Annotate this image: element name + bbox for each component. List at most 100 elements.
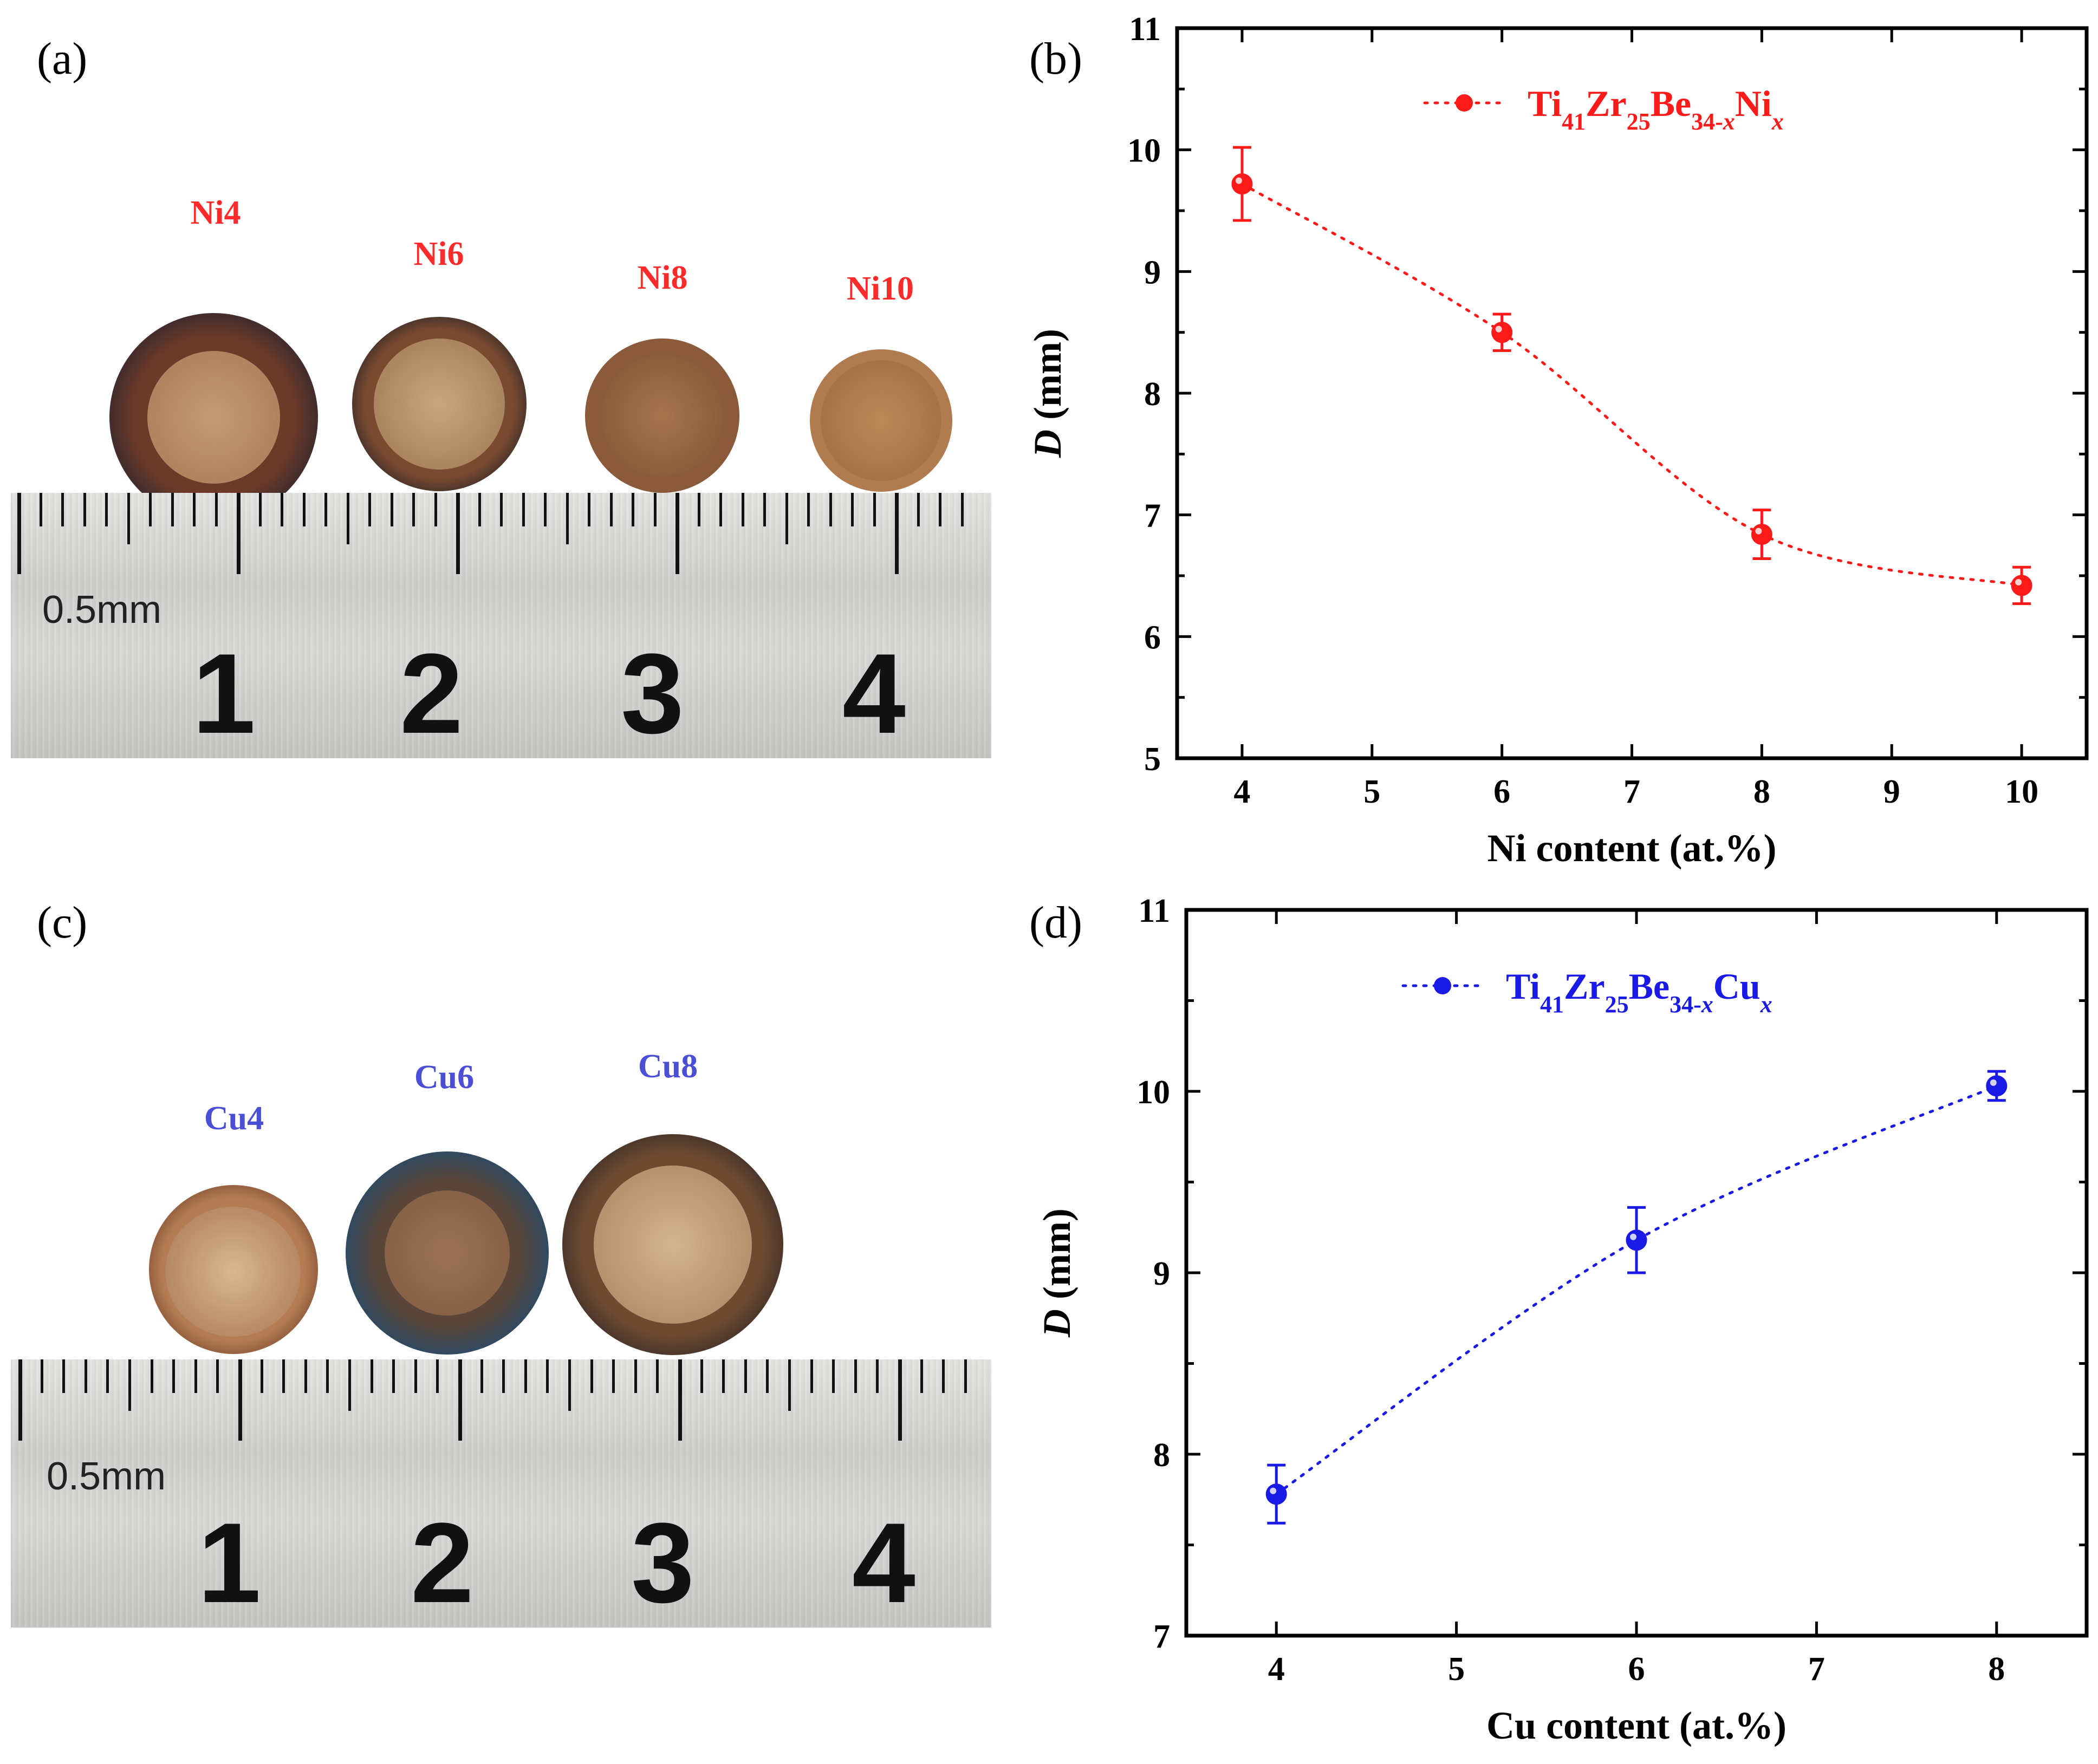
panel-label-c: (c) [37, 897, 88, 948]
sample-label-ni6: Ni6 [413, 236, 464, 272]
data-point-highlight [1630, 1233, 1636, 1240]
y-tick-label: 11 [1138, 893, 1170, 929]
y-tick-label: 10 [1136, 1074, 1170, 1111]
chart-b: 4 5 6 7 8 9 10 5 6 7 8 9 10 11 Ni content (at.%) D (mm)… [1026, 11, 2089, 870]
x-tick-label: 10 [2005, 773, 2038, 810]
y-tick-label: 9 [1153, 1255, 1170, 1292]
ruler-tick [832, 1359, 835, 1393]
sample-disc-cu4 [149, 1185, 318, 1354]
ruler-tick [568, 1359, 571, 1411]
ruler-tick [346, 493, 349, 544]
ruler-tick [788, 1359, 791, 1411]
ruler-tick [281, 493, 283, 526]
ruler-tick [964, 1359, 967, 1393]
ruler-tick [456, 493, 460, 574]
ruler-tick [436, 1359, 439, 1393]
ruler-tick [609, 493, 613, 526]
data-point [1986, 1075, 2008, 1097]
photo-ni-samples: Ni4 Ni6 Ni8 Ni10 0.5mm 1 2 3 4 [11, 179, 991, 758]
series-line [1240, 183, 2023, 587]
x-axis-label: Ni content (at.%) [1488, 826, 1777, 870]
ruler-tick [237, 493, 241, 574]
sample-label-ni8: Ni8 [637, 259, 688, 296]
ruler-tick [876, 1359, 879, 1393]
ruler-tick [128, 1359, 131, 1411]
ruler-tick [478, 493, 481, 526]
ruler-tick [368, 493, 371, 526]
sample-disc-cu8 [562, 1134, 783, 1355]
ruler-tick [632, 493, 634, 526]
sample-label-ni10: Ni10 [847, 270, 914, 307]
ruler-tick [150, 1359, 153, 1393]
legend-marker [1434, 977, 1451, 994]
ruler-tick [194, 1359, 197, 1393]
ruler-tick [675, 493, 679, 574]
sample-label-cu8: Cu8 [638, 1048, 698, 1085]
photo-cu-samples: Cu4 Cu6 Cu8 0.5mm 1 2 3 4 [11, 1045, 991, 1628]
ruler-tick [414, 1359, 417, 1393]
ruler-number-4: 4 [842, 630, 906, 757]
ruler-tick [810, 1359, 813, 1393]
ruler-tick [326, 1359, 329, 1393]
panel-label-b: (b) [1029, 34, 1082, 84]
ruler-tick [917, 493, 920, 526]
ruler-tick [741, 493, 744, 526]
ruler-tick [653, 493, 657, 526]
ruler-number-1: 1 [192, 630, 256, 757]
data-point-highlight [1990, 1079, 1997, 1086]
ruler-tick [544, 493, 547, 526]
data-point [1626, 1229, 1647, 1251]
ruler-unit: 0.5mm [47, 1455, 166, 1498]
ruler-tick [172, 1359, 176, 1393]
ruler-tick [18, 1359, 22, 1441]
x-tick-label: 5 [1448, 1651, 1465, 1688]
y-tick-label: 6 [1144, 619, 1161, 656]
ruler-tick [851, 493, 854, 526]
ruler-tick [434, 493, 437, 526]
x-tick-label: 9 [1883, 773, 1900, 810]
plot-frame [1175, 26, 2089, 760]
ruler-number-4: 4 [852, 1499, 915, 1626]
ruler-tick [149, 493, 152, 526]
ruler: 0.5mm 1 2 3 4 [11, 493, 991, 758]
ruler-tick [105, 493, 108, 526]
sample-label-cu4: Cu4 [204, 1100, 264, 1137]
ruler-tick [171, 493, 174, 526]
x-tick-label: 6 [1628, 1651, 1645, 1688]
ruler-tick [458, 1359, 462, 1441]
sample-disc-ni4 [109, 313, 318, 522]
ruler-tick [500, 493, 503, 526]
ruler-number-3: 3 [631, 1499, 694, 1626]
sample-label-cu6: Cu6 [414, 1059, 475, 1096]
ruler-tick [612, 1359, 615, 1393]
ruler-tick [763, 493, 766, 526]
ruler-tick [829, 493, 832, 526]
data-point-highlight [1235, 177, 1242, 184]
ruler-tick [282, 1359, 285, 1393]
ruler-tick [17, 493, 21, 574]
ruler-tick [412, 493, 415, 526]
ruler-tick [348, 1359, 351, 1411]
ruler-tick [480, 1359, 483, 1393]
ruler: 0.5mm 1 2 3 4 [11, 1359, 991, 1628]
y-axis-label: D (mm) [1026, 329, 1069, 458]
ruler-tick [744, 1359, 747, 1393]
ruler-tick [392, 1359, 395, 1393]
ruler-unit: 0.5mm [42, 588, 162, 632]
sample-disc-ni6 [352, 317, 527, 491]
ruler-tick [193, 493, 196, 526]
sample-disc-ni8 [585, 339, 739, 493]
ruler-tick [678, 1359, 682, 1441]
ruler-tick [546, 1359, 549, 1393]
data-point [2011, 575, 2032, 596]
data-point [1265, 1483, 1287, 1505]
ruler-tick [62, 1359, 66, 1393]
ruler-tick [106, 1359, 109, 1393]
ruler-tick [920, 1359, 923, 1393]
ruler-tick [39, 493, 42, 526]
ruler-tick [324, 493, 327, 526]
ruler-tick [895, 493, 899, 574]
y-tick-label: 8 [1144, 376, 1161, 413]
data-point-highlight [1495, 326, 1502, 333]
ruler-tick [590, 1359, 593, 1393]
